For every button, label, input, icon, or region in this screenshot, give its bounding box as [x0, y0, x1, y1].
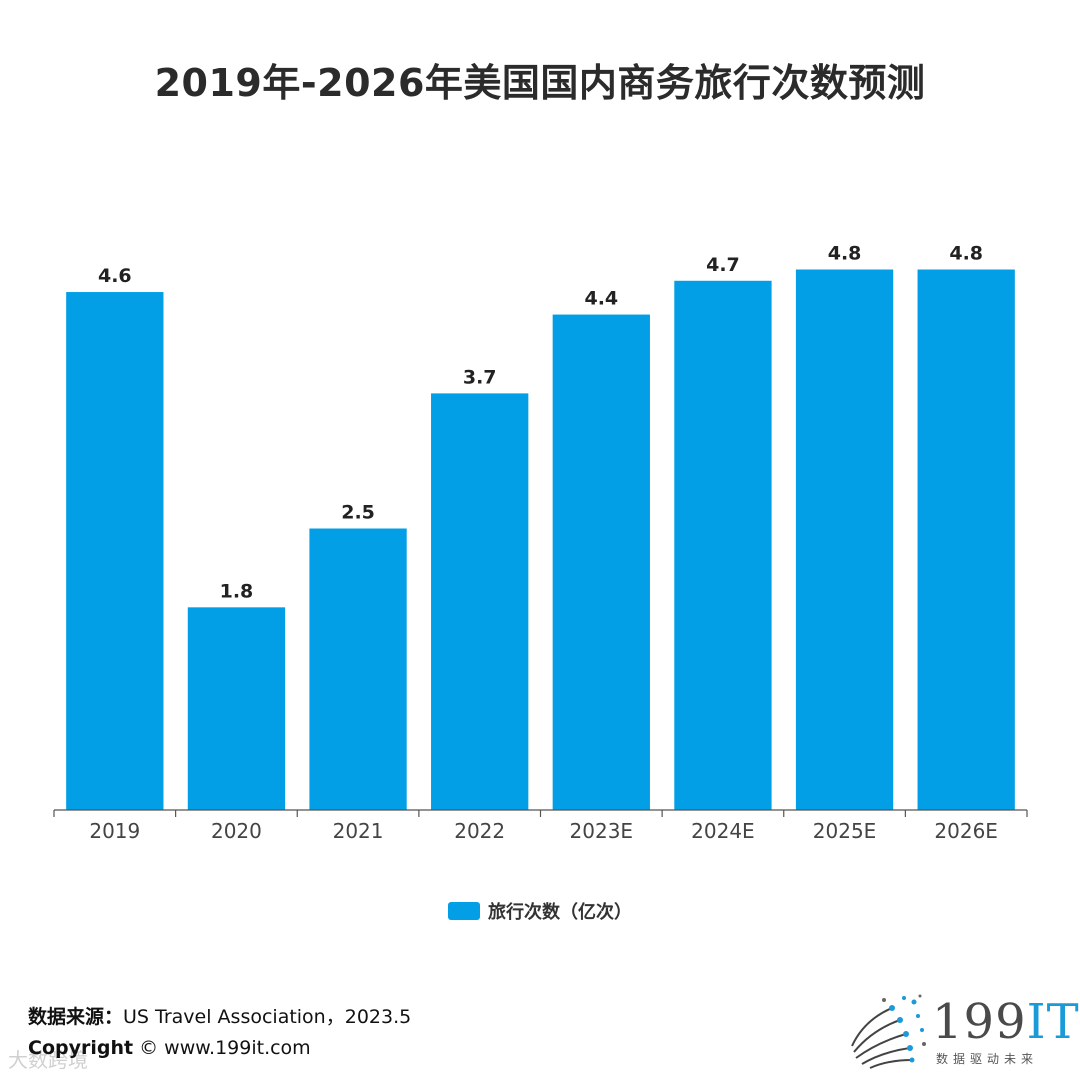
copyright-text: © www.199it.com	[139, 1037, 311, 1059]
x-tick-label-2020: 2020	[211, 819, 262, 843]
source-text: US Travel Association，2023.5	[123, 1006, 412, 1028]
bars-group	[66, 269, 1015, 810]
bar-2021	[309, 528, 407, 810]
x-tick-label-2023E: 2023E	[570, 819, 634, 843]
data-label-2022: 3.7	[463, 366, 497, 388]
bar-2026E	[917, 269, 1015, 810]
x-tick-label-2025E: 2025E	[813, 819, 877, 843]
source-label: 数据来源：	[28, 1006, 124, 1028]
x-tick-label-2021: 2021	[333, 819, 384, 843]
x-tick-label-2026E: 2026E	[934, 819, 998, 843]
copyright-note: Copyright © www.199it.com	[28, 1037, 311, 1059]
logo-dots-icon	[851, 994, 926, 1069]
logo-wordmark: 199IT	[932, 994, 1080, 1050]
x-tick-label-2022: 2022	[454, 819, 505, 843]
bar-2025E	[795, 269, 894, 810]
logo-slogan: 数据驱动未来	[936, 1052, 1039, 1066]
logo-199it: 199IT 数据驱动未来	[848, 990, 1079, 1070]
bar-2022	[431, 393, 529, 810]
data-label-2024E: 4.7	[706, 254, 740, 276]
data-label-2023E: 4.4	[584, 288, 618, 310]
legend: 旅行次数（亿次）	[0, 898, 1080, 924]
logo-main-text: 199	[932, 994, 1027, 1050]
legend-label: 旅行次数（亿次）	[488, 902, 632, 923]
chart-title: 2019年-2026年美国国内商务旅行次数预测	[154, 61, 926, 105]
data-label-2025E: 4.8	[828, 243, 862, 265]
watermark: 大数跨境	[8, 1048, 88, 1072]
data-label-2021: 2.5	[341, 502, 375, 524]
x-tick-label-2024E: 2024E	[691, 819, 755, 843]
data-label-2019: 4.6	[98, 265, 132, 287]
bar-2024E	[674, 280, 772, 810]
bar-2019	[66, 292, 164, 810]
logo-accent-text: IT	[1026, 994, 1080, 1050]
bar-2023E	[552, 314, 650, 810]
data-label-2020: 1.8	[220, 580, 254, 602]
legend-swatch	[448, 902, 480, 920]
data-label-2026E: 4.8	[949, 243, 983, 265]
x-ticks-group: 2019 2020 2021 2022 2023E 2024E 2025E 2026E	[53, 810, 1028, 843]
source-note: 数据来源：US Travel Association，2023.5	[28, 1002, 411, 1029]
x-tick-label-2019: 2019	[89, 819, 140, 843]
data-labels-group: 4.6 1.8 2.5 3.7 4.4 4.7 4.8 4.8	[98, 243, 983, 603]
copyright-label: Copyright	[28, 1037, 134, 1059]
bar-2020	[187, 607, 286, 810]
